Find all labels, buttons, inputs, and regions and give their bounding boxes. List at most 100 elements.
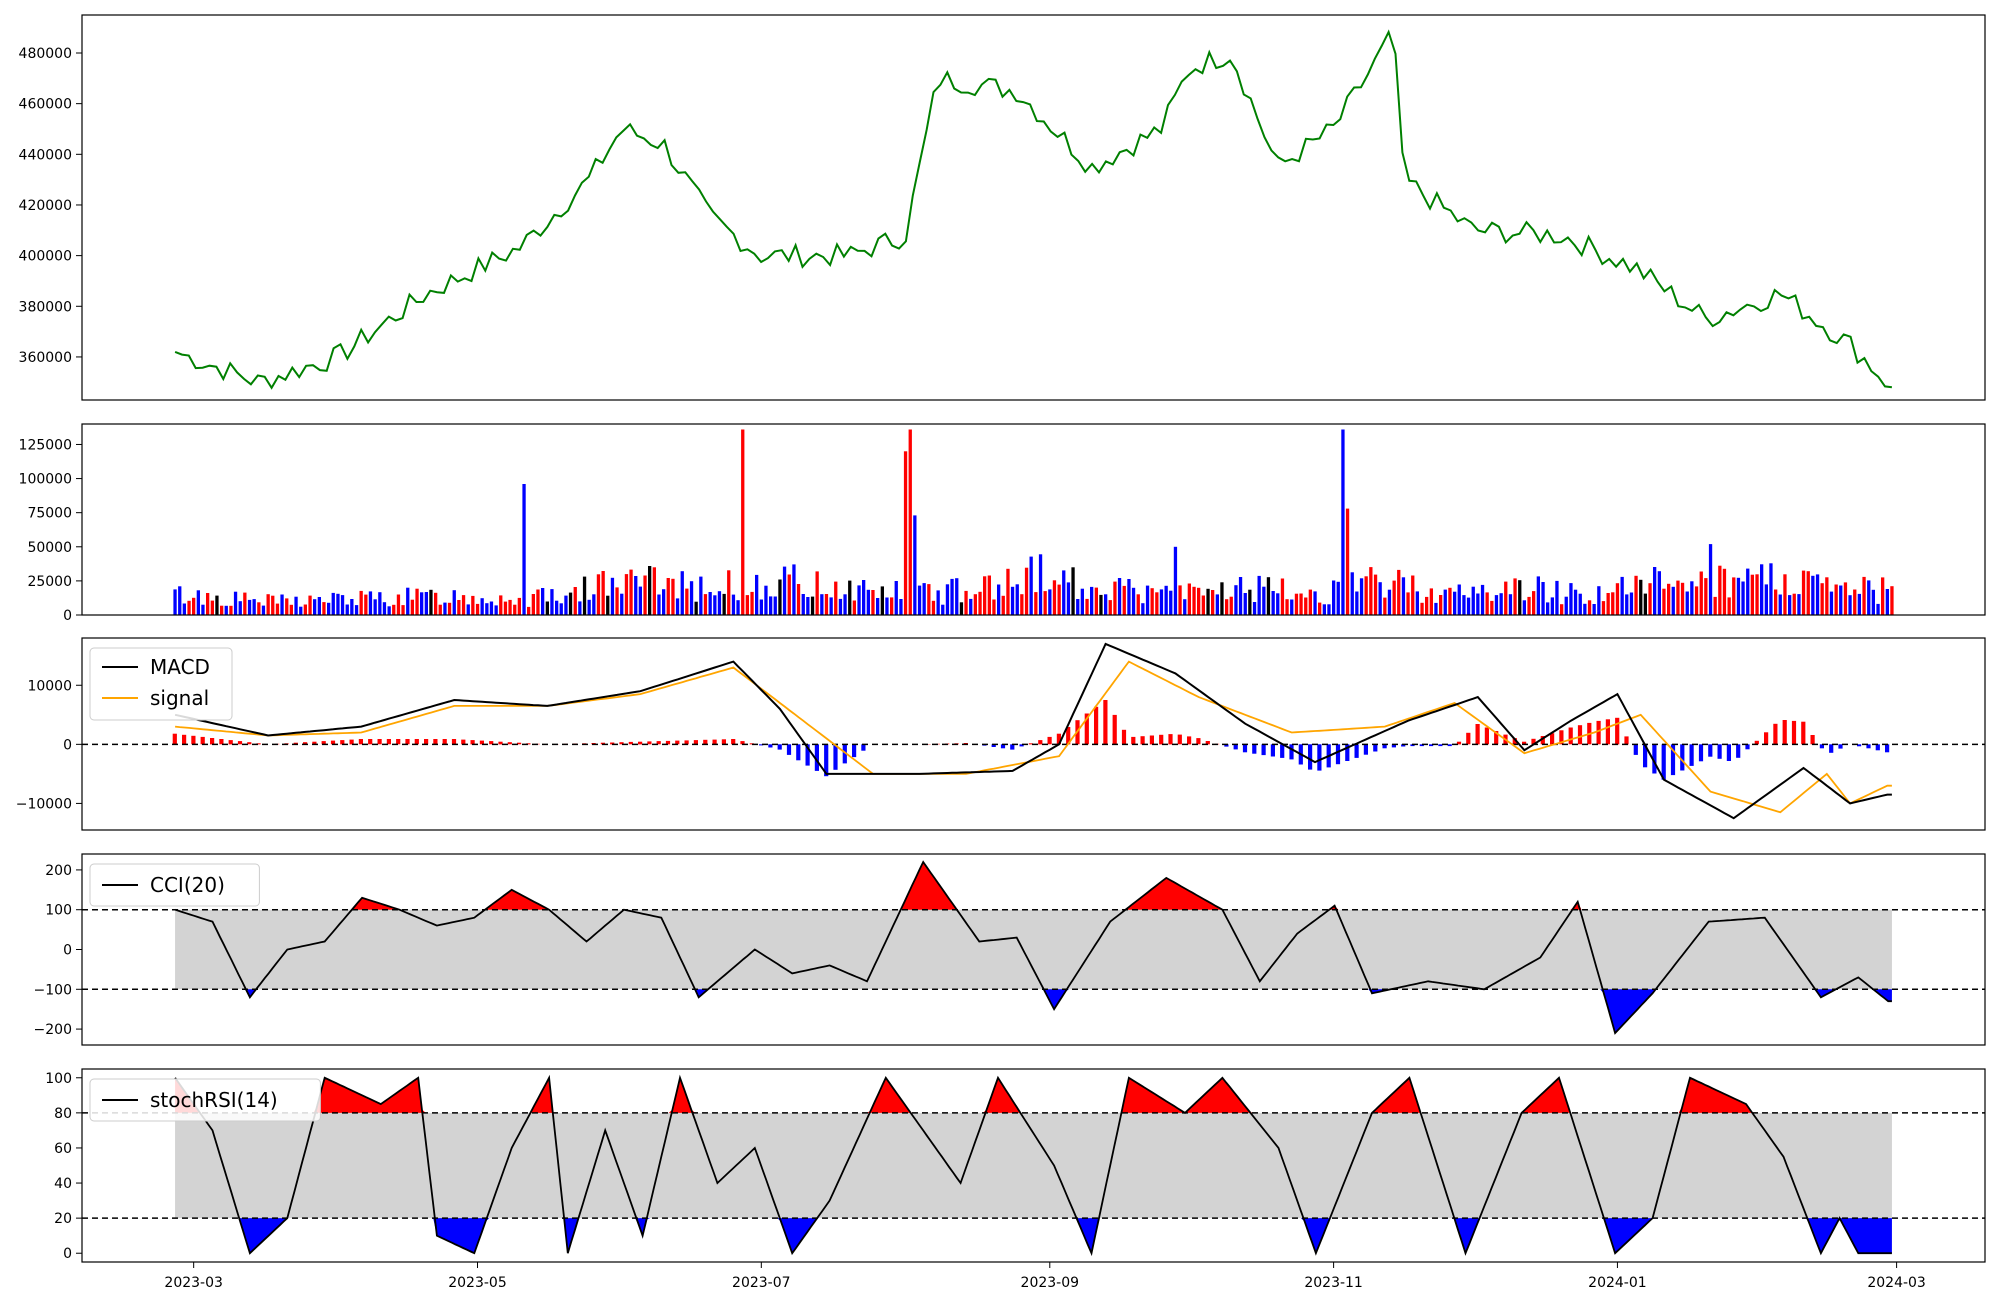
volume-bar: [289, 604, 293, 615]
volume-bar: [1527, 596, 1531, 615]
volume-bar: [1038, 554, 1043, 615]
volume-bar: [1583, 603, 1587, 615]
stochrsi-ytick-label: 0: [63, 1246, 72, 1262]
volume-bar: [1667, 583, 1671, 615]
volume-bar: [568, 592, 573, 615]
volume-bar: [1029, 556, 1033, 615]
volume-bar: [1006, 568, 1010, 615]
volume-bar: [1513, 578, 1517, 615]
volume-bar: [773, 596, 777, 615]
volume-bar: [354, 605, 359, 615]
volume-bar: [1792, 593, 1796, 615]
macd-hist-bar: [1559, 730, 1564, 745]
volume-bar: [1271, 591, 1275, 615]
macd-ytick-label: −10000: [16, 796, 72, 812]
volume-bar: [736, 600, 740, 615]
price-ytick-label: 420000: [19, 198, 72, 214]
volume-bar: [741, 429, 745, 615]
macd-hist-bar: [1094, 706, 1099, 745]
volume-bar: [997, 584, 1001, 615]
price-ytick-label: 400000: [19, 249, 72, 265]
macd-hist-bar: [442, 739, 447, 745]
volume-bar: [210, 600, 214, 615]
macd-hist-bar: [833, 744, 838, 770]
macd-hist-bar: [1577, 725, 1583, 745]
macd-hist-bar: [1652, 744, 1657, 774]
volume-bar: [1592, 604, 1596, 615]
volume-bar: [1662, 588, 1666, 615]
signal-legend-label: signal: [150, 686, 209, 710]
volume-bar: [378, 592, 382, 615]
macd-hist-bar: [1456, 741, 1462, 745]
volume-bar: [1727, 597, 1731, 615]
volume-bar: [1629, 592, 1634, 615]
volume-bar: [1043, 591, 1047, 615]
volume-bar: [666, 578, 670, 615]
volume-bar: [192, 597, 196, 615]
volume-bar: [387, 606, 391, 615]
volume-bar: [1155, 592, 1159, 615]
volume-bar: [1890, 586, 1894, 615]
volume-bar: [1429, 588, 1433, 615]
volume-bar: [1573, 589, 1578, 615]
volume-bar: [1657, 571, 1661, 615]
macd-hist-bar: [1131, 736, 1136, 745]
volume-bar: [848, 580, 852, 615]
macd-hist-bar: [451, 739, 457, 745]
macd-hist-bar: [228, 740, 233, 745]
volume-bar: [903, 451, 908, 615]
x-tick-label: 2023-03: [164, 1275, 223, 1291]
macd-hist-bar: [1522, 741, 1527, 745]
volume-bar: [410, 599, 414, 615]
volume-bar: [564, 595, 568, 615]
price-line: [174, 29, 1893, 390]
volume-bar: [1392, 580, 1396, 615]
volume-bar: [890, 597, 894, 615]
macd-hist-bar: [340, 740, 345, 745]
volume-bar: [1704, 578, 1708, 615]
volume-bar: [1741, 581, 1745, 615]
stochrsi-ytick-label: 40: [54, 1176, 72, 1192]
macd-hist-bar: [824, 744, 829, 777]
volume-bar: [382, 602, 387, 615]
volume-bar: [759, 599, 763, 615]
volume-bar: [461, 595, 466, 615]
volume-bar: [336, 593, 340, 615]
volume-bar: [876, 598, 880, 615]
macd-hist-bar: [303, 742, 308, 745]
volume-bar: [1522, 600, 1526, 615]
price-frame: [81, 14, 1986, 401]
x-tick-label: 2024-01: [1588, 1275, 1647, 1291]
volume-bar: [862, 580, 866, 615]
macd-hist-bar: [638, 741, 643, 745]
volume-bar: [769, 596, 773, 615]
volume-bar: [1201, 595, 1205, 615]
x-tick-label: 2024-03: [1867, 1275, 1926, 1291]
volume-bar: [945, 584, 950, 615]
volume-bar: [931, 600, 936, 615]
macd-hist-bar: [805, 744, 810, 766]
cci-ytick-label: −100: [34, 982, 72, 998]
macd-hist-bar: [433, 739, 438, 745]
macd-hist-bar: [1233, 744, 1238, 750]
volume-bar: [969, 598, 973, 615]
macd-hist-bar: [256, 743, 261, 745]
volume-bar: [1532, 591, 1536, 615]
macd-hist-bar: [1791, 720, 1797, 745]
volume-bar: [1285, 599, 1289, 615]
macd-hist-bar: [172, 733, 177, 745]
volume-bar: [1220, 582, 1224, 615]
x-axis: 2023-03 2023-05 2023-07 2023-09 2023-11 2024-…: [164, 1262, 1926, 1291]
macd-hist-bar: [1829, 744, 1834, 753]
macd-hist-bar: [1084, 713, 1089, 745]
volume-bar: [285, 598, 289, 615]
macd-hist-bar: [1205, 741, 1210, 745]
volume-bar: [1211, 590, 1215, 615]
macd-hist-bar: [182, 734, 187, 745]
macd-hist-bar: [1447, 744, 1452, 747]
macd-hist-bar: [405, 739, 410, 745]
volume-bar: [215, 595, 219, 615]
volume-bar: [1066, 582, 1071, 615]
volume-bar: [555, 600, 559, 615]
volume-bar: [1764, 584, 1768, 615]
